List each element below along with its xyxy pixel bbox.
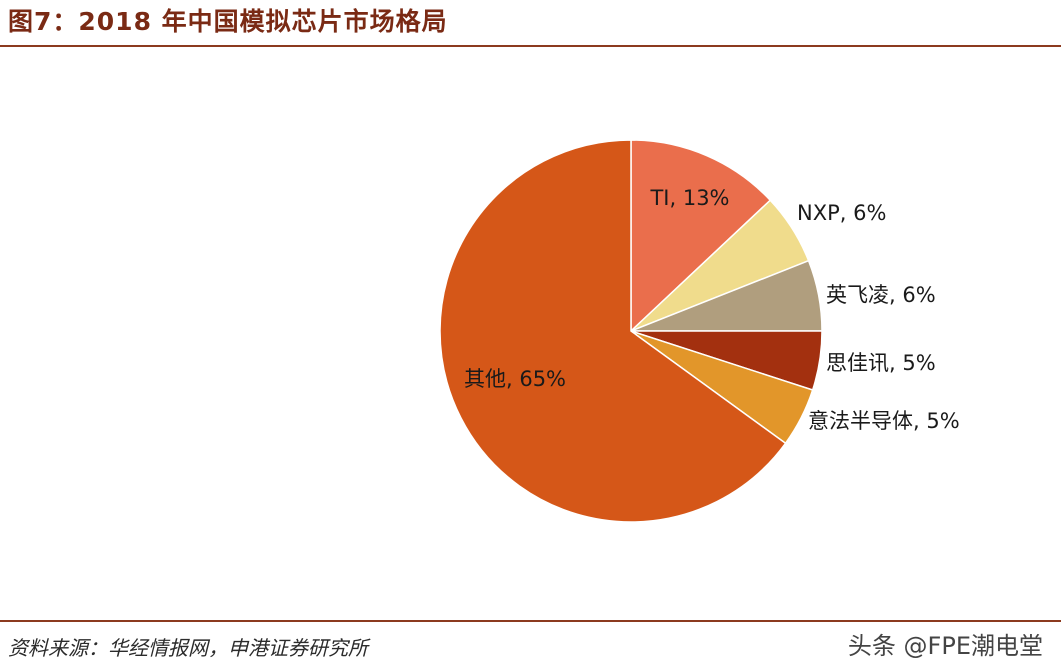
top-divider — [0, 45, 1061, 47]
pie-labels: TI, 13% NXP, 6% 英飞凌, 6% 思佳讯, 5% 意法半导体, 5% 其他,… — [464, 186, 960, 433]
pie-slice-1 — [630, 139, 772, 333]
source-note: 资料来源：华经情报网，申港证券研究所 — [8, 636, 368, 660]
pie-label-5: 意法半导体, 5% — [808, 409, 960, 433]
pie-label-1: TI, 13% — [649, 186, 729, 210]
bottom-divider — [0, 620, 1061, 622]
pie-slice-6 — [439, 139, 787, 523]
watermark: 头条 @FPE潮电堂 — [847, 632, 1043, 660]
chart-title: 图7：2018 年中国模拟芯片市场格局 — [8, 7, 448, 36]
pie-label-4: 思佳讯, 5% — [826, 351, 936, 375]
pie-slices — [439, 139, 823, 523]
pie-label-3: 英飞凌, 6% — [826, 283, 936, 307]
pie-label-2: NXP, 6% — [797, 201, 886, 225]
pie-label-6: 其他, 65% — [464, 367, 566, 391]
